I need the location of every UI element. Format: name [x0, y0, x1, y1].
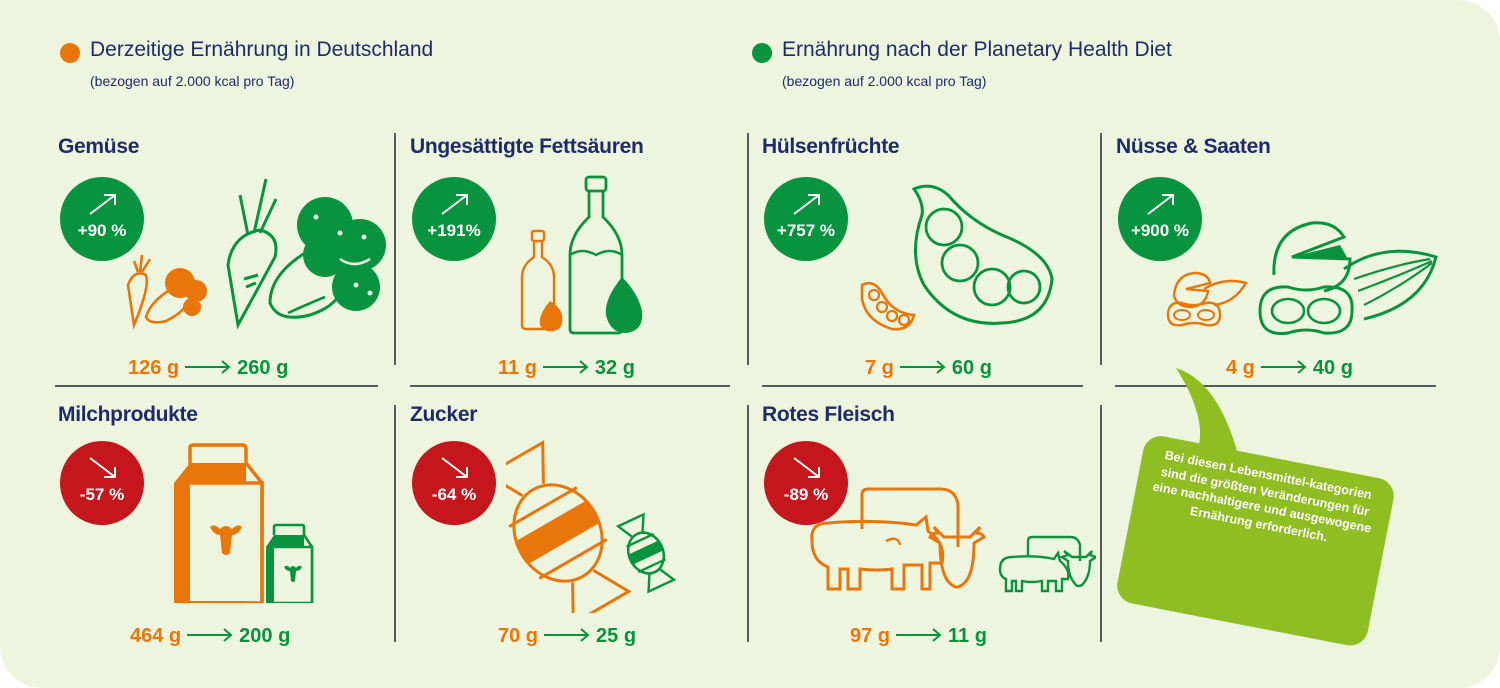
oil-bottle-icon: [520, 175, 643, 335]
category-title: Milchprodukte: [58, 403, 198, 426]
increase-badge: +757 %: [764, 177, 848, 261]
legend-current-subtitle: (bezogen auf 2.000 kcal pro Tag): [90, 73, 295, 89]
category-rotes-fleisch: Rotes Fleisch -89 % 97 g 11 g: [762, 403, 1096, 653]
current-value: 464 g: [130, 625, 182, 647]
green-dot-icon: [752, 43, 772, 63]
arrow-down-right-icon: [89, 457, 116, 478]
increase-badge: +900 %: [1118, 177, 1202, 261]
arrow-up-right-icon: [1147, 194, 1174, 215]
category-huelsenfruechte: Hülsenfrüchte +757 % 7 g 60 g: [762, 135, 1092, 385]
arrow-right-icon: [187, 627, 233, 642]
divider: [747, 133, 749, 365]
values-row: 97 g 11 g: [850, 625, 987, 653]
increase-badge: +191%: [412, 177, 496, 261]
divider: [747, 405, 749, 642]
arrow-right-icon: [185, 359, 231, 374]
category-title: Gemüse: [58, 135, 140, 158]
arrow-right-icon: [544, 627, 590, 642]
category-title: Zucker: [410, 403, 478, 426]
planetary-value: 60 g: [951, 357, 992, 379]
legend-planetary-subtitle: (bezogen auf 2.000 kcal pro Tag): [782, 73, 987, 89]
nuts-icon: [1166, 221, 1438, 335]
values-row: 7 g 60 g: [865, 357, 992, 385]
divider: [1115, 385, 1436, 387]
planetary-value: 11 g: [948, 625, 987, 647]
current-value: 70 g: [498, 625, 539, 647]
planetary-value: 200 g: [239, 625, 291, 647]
decrease-badge: -89 %: [764, 441, 848, 525]
values-row: 70 g 25 g: [498, 625, 636, 653]
arrow-up-right-icon: [441, 194, 468, 215]
arrow-right-icon: [542, 359, 589, 374]
vegetables-icon: [126, 178, 386, 330]
decrease-badge: -57 %: [60, 441, 144, 525]
change-percent: +90 %: [77, 221, 127, 240]
divider: [55, 385, 378, 387]
change-percent: -89 %: [783, 485, 829, 504]
current-value: 4 g: [1226, 357, 1255, 379]
category-title: Rotes Fleisch: [762, 403, 895, 426]
category-gemuese: Gemüse +90 %: [58, 135, 388, 385]
callout-bubble: Bei diesen Lebensmittel-kategorien sind …: [1114, 392, 1410, 649]
current-value: 11 g: [498, 357, 537, 379]
category-ungesaettigte-fettsaeuren: Ungesättigte Fettsäuren +191% 11 g 32 g: [410, 135, 740, 385]
values-row: 4 g 40 g: [1226, 357, 1353, 385]
legend-current-title: Derzeitige Ernährung in Deutschland: [90, 38, 434, 61]
arrow-down-right-icon: [441, 457, 468, 478]
divider: [394, 133, 396, 365]
planetary-value: 260 g: [237, 357, 289, 379]
pea-pod-icon: [860, 184, 1054, 331]
category-nuesse-saaten: Nüsse & Saaten +900 % 4 g 40 g: [1116, 135, 1446, 385]
arrow-right-icon: [896, 627, 942, 642]
divider: [762, 385, 1083, 387]
livestock-icon: [810, 487, 1096, 593]
divider: [1100, 133, 1102, 365]
change-percent: +900 %: [1130, 221, 1190, 240]
planetary-value: 32 g: [594, 357, 635, 379]
arrow-down-right-icon: [793, 457, 820, 478]
current-value: 126 g: [128, 357, 180, 379]
divider: [1100, 405, 1102, 642]
category-title: Ungesättigte Fettsäuren: [410, 135, 644, 158]
divider: [410, 385, 730, 387]
values-row: 464 g 200 g: [130, 625, 290, 653]
arrow-right-icon: [1260, 359, 1307, 374]
planetary-value: 25 g: [596, 625, 637, 647]
values-row: 126 g 260 g: [128, 357, 288, 385]
category-milchprodukte: Milchprodukte -57 % 464 g 200 g: [58, 403, 388, 653]
current-value: 97 g: [850, 625, 891, 647]
category-title: Nüsse & Saaten: [1116, 135, 1271, 158]
arrow-right-icon: [899, 359, 946, 374]
category-title: Hülsenfrüchte: [762, 135, 900, 158]
change-percent: -57 %: [79, 485, 125, 504]
values-row: 11 g 32 g: [498, 357, 635, 385]
change-percent: +757 %: [776, 221, 836, 240]
arrow-up-right-icon: [793, 194, 820, 215]
current-value: 7 g: [865, 357, 894, 379]
change-percent: -64 %: [431, 485, 477, 504]
increase-badge: +90 %: [60, 177, 144, 261]
milk-carton-icon: [174, 443, 314, 603]
arrow-up-right-icon: [89, 194, 116, 215]
category-zucker: Zucker -64 % 70 g 25 g: [410, 403, 740, 653]
divider: [394, 405, 396, 642]
decrease-badge: -64 %: [412, 441, 496, 525]
planetary-value: 40 g: [1312, 357, 1353, 379]
legend-planetary-title: Ernährung nach der Planetary Health Diet: [782, 38, 1172, 61]
candy-icon: [506, 439, 677, 613]
orange-dot-icon: [60, 43, 80, 63]
speech-bubble-tail: [1176, 368, 1240, 462]
change-percent: +191%: [427, 221, 481, 240]
